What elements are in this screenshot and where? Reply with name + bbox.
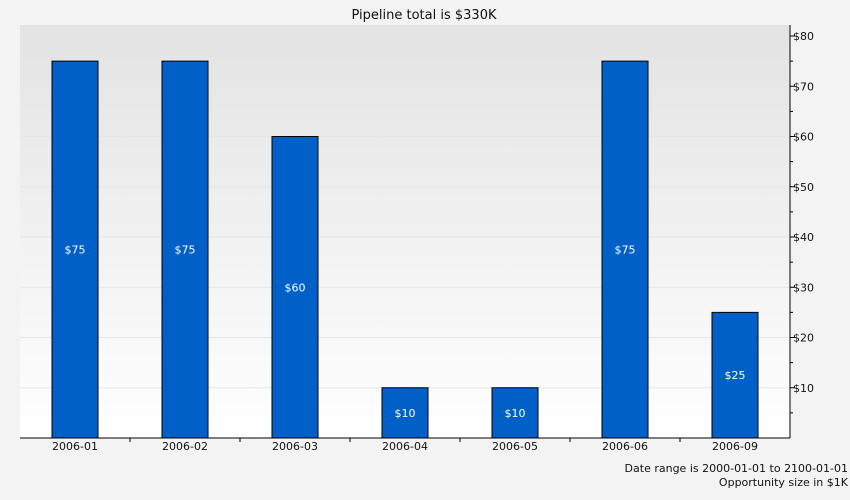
bar-value-label: $10 bbox=[505, 407, 526, 420]
date-range-note: Date range is 2000-01-01 to 2100-01-01 bbox=[624, 462, 848, 475]
x-tick-label: 2006-02 bbox=[162, 440, 208, 453]
opportunity-size-note: Opportunity size in $1K bbox=[718, 476, 848, 489]
bar bbox=[51, 60, 99, 439]
y-tick-label: $40 bbox=[793, 231, 814, 244]
y-tick-label: $20 bbox=[793, 332, 814, 345]
x-tick-label: 2006-06 bbox=[602, 440, 648, 453]
axes: $10 $20 $30 $40 $50 $60 $70 $80 2006-01 2006-02 20… bbox=[20, 25, 814, 453]
plot-area bbox=[20, 25, 790, 438]
y-tick-label: $30 bbox=[793, 281, 814, 294]
y-tick-label: $50 bbox=[793, 181, 814, 194]
bar-value-label: $75 bbox=[615, 244, 636, 257]
x-tick-label: 2006-04 bbox=[382, 440, 428, 453]
chart-title: Pipeline total is $330K bbox=[352, 8, 497, 23]
x-tick-label: 2006-01 bbox=[52, 440, 98, 453]
bar-value-label: $75 bbox=[175, 244, 196, 257]
y-tick-label: $60 bbox=[793, 131, 814, 144]
bar bbox=[161, 60, 209, 439]
bar bbox=[601, 60, 649, 439]
bar-value-label: $10 bbox=[395, 407, 416, 420]
y-tick-label: $80 bbox=[793, 30, 814, 43]
y-tick-label: $10 bbox=[793, 382, 814, 395]
bar bbox=[711, 311, 759, 439]
bar-value-label: $75 bbox=[65, 244, 86, 257]
x-tick-label: 2006-03 bbox=[272, 440, 318, 453]
bar bbox=[491, 387, 539, 439]
bars: $75 $75 $60 $10 $10 $75 $25 bbox=[51, 60, 759, 439]
x-tick-label: 2006-05 bbox=[492, 440, 538, 453]
y-tick-label: $70 bbox=[793, 80, 814, 93]
gridlines bbox=[20, 35, 790, 389]
x-tick-label: 2006-09 bbox=[712, 440, 758, 453]
bar-value-label: $60 bbox=[285, 281, 306, 294]
bar-value-label: $25 bbox=[725, 369, 746, 382]
bar bbox=[271, 136, 319, 439]
